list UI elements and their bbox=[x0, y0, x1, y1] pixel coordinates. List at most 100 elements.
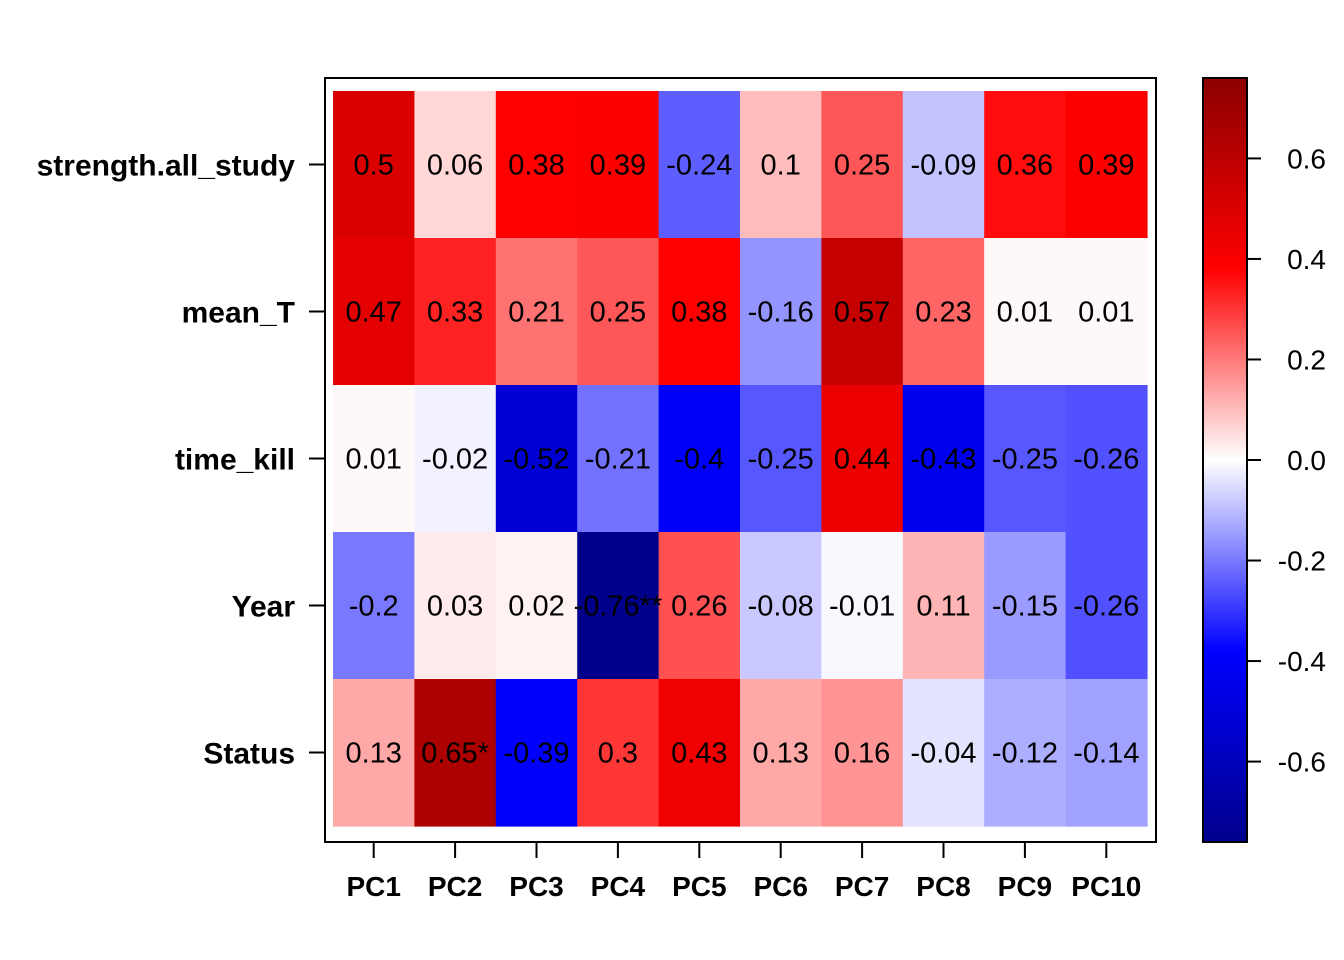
cell-label-time-kill-pc1: 0.01 bbox=[345, 444, 401, 476]
heatmap-cell-year-pc7 bbox=[821, 532, 904, 680]
cell-label-year-pc5: 0.26 bbox=[671, 591, 727, 623]
heatmap-cell-time-kill-pc5 bbox=[658, 385, 741, 533]
cell-label-year-pc6: -0.08 bbox=[748, 591, 814, 623]
heatmap-cell-status-pc1 bbox=[333, 679, 415, 827]
x-tick-label-pc5: PC5 bbox=[672, 871, 726, 902]
heatmap-cell-time-kill-pc3 bbox=[495, 385, 578, 533]
cell-label-year-pc2: 0.03 bbox=[427, 591, 483, 623]
cell-label-status-pc1: 0.13 bbox=[345, 738, 401, 770]
heatmap-cell-mean-t-pc10 bbox=[1065, 238, 1148, 386]
x-tick-label-pc4: PC4 bbox=[591, 871, 646, 902]
cell-label-time-kill-pc9: -0.25 bbox=[992, 444, 1058, 476]
heatmap-cell-strength-all-study-pc4 bbox=[577, 91, 660, 239]
cell-label-status-pc7: 0.16 bbox=[834, 738, 890, 770]
heatmap-cell-mean-t-pc9 bbox=[984, 238, 1067, 386]
heatmap-cell-year-pc8 bbox=[902, 532, 985, 680]
plot-frame bbox=[324, 77, 1157, 843]
heatmap-cell-strength-all-study-pc9 bbox=[984, 91, 1067, 239]
x-tick-label-pc8: PC8 bbox=[916, 871, 970, 902]
colorbar-tick-label-5: -0.4 bbox=[1278, 646, 1326, 677]
y-tick-label-mean-t: mean_T bbox=[182, 297, 295, 330]
cell-label-mean-t-pc6: -0.16 bbox=[748, 297, 814, 329]
heatmap-cell-status-pc6 bbox=[740, 679, 822, 827]
colorbar: 0.6 0.4 0.2 0.0 -0.2 -0.4 -0.6 bbox=[1202, 77, 1326, 843]
cell-label-mean-t-pc5: 0.38 bbox=[671, 297, 727, 329]
heatmap-cell-time-kill-pc7 bbox=[821, 385, 904, 533]
heatmap-cell-year-pc3 bbox=[495, 532, 578, 680]
heatmap-cell-year-pc10 bbox=[1065, 532, 1148, 680]
colorbar-tick-label-6: -0.6 bbox=[1278, 747, 1326, 778]
cell-label-mean-t-pc9: 0.01 bbox=[997, 297, 1053, 329]
cell-label-time-kill-pc3: -0.52 bbox=[503, 444, 569, 476]
heatmap-cell-time-kill-pc9 bbox=[984, 385, 1067, 533]
cell-label-time-kill-pc10: -0.26 bbox=[1073, 444, 1139, 476]
heatmap-cell-year-pc9 bbox=[984, 532, 1067, 680]
cell-label-time-kill-pc5: -0.4 bbox=[674, 444, 724, 476]
cell-label-time-kill-pc2: -0.02 bbox=[422, 444, 488, 476]
cell-label-status-pc4: 0.3 bbox=[598, 738, 638, 770]
heatmap-cell-mean-t-pc4 bbox=[577, 238, 660, 386]
heatmap-cell-strength-all-study-pc7 bbox=[821, 91, 904, 239]
heatmap-cell-time-kill-pc4 bbox=[577, 385, 660, 533]
cell-label-year-pc3: 0.02 bbox=[508, 591, 564, 623]
colorbar-tick-label-2: 0.2 bbox=[1287, 344, 1326, 375]
colorbar-tick-label-4: -0.2 bbox=[1278, 546, 1326, 577]
colorbar-tick-label-1: 0.4 bbox=[1287, 244, 1326, 275]
y-tick-label-time-kill: time_kill bbox=[175, 444, 295, 477]
cell-label-strength-all-study-pc9: 0.36 bbox=[997, 150, 1053, 182]
heatmap-cell-year-pc4 bbox=[577, 532, 660, 680]
heatmap-cell-year-pc2 bbox=[414, 532, 497, 680]
y-axis: strength.all_study mean_T time_kill Year Sta… bbox=[37, 150, 325, 771]
cell-label-year-pc10: -0.26 bbox=[1073, 591, 1139, 623]
heatmap-cell-status-pc10 bbox=[1065, 679, 1148, 827]
x-tick-label-pc6: PC6 bbox=[753, 871, 807, 902]
cell-label-mean-t-pc1: 0.47 bbox=[345, 297, 401, 329]
heatmap-cell-status-pc3 bbox=[495, 679, 578, 827]
heatmap-cell-mean-t-pc1 bbox=[333, 238, 415, 386]
colorbar-tick-label-3: 0.0 bbox=[1287, 445, 1326, 476]
heatmap-cell-mean-t-pc6 bbox=[740, 238, 822, 386]
heatmap-cell-status-pc2 bbox=[414, 679, 497, 827]
cell-label-status-pc10: -0.14 bbox=[1073, 738, 1139, 770]
y-tick-label-strength-all-study: strength.all_study bbox=[37, 150, 296, 183]
heatmap-cell-time-kill-pc6 bbox=[740, 385, 822, 533]
cell-label-time-kill-pc7: 0.44 bbox=[834, 444, 890, 476]
cell-label-strength-all-study-pc7: 0.25 bbox=[834, 150, 890, 182]
heatmap-cell-year-pc6 bbox=[740, 532, 822, 680]
cell-label-mean-t-pc8: 0.23 bbox=[915, 297, 971, 329]
cell-label-status-pc2: 0.65* bbox=[421, 738, 489, 770]
cell-label-mean-t-pc2: 0.33 bbox=[427, 297, 483, 329]
cell-label-strength-all-study-pc1: 0.5 bbox=[354, 150, 394, 182]
heatmap-cell-strength-all-study-pc8 bbox=[902, 91, 985, 239]
cell-label-status-pc8: -0.04 bbox=[910, 738, 976, 770]
heatmap-cell-strength-all-study-pc3 bbox=[495, 91, 578, 239]
cell-label-time-kill-pc6: -0.25 bbox=[748, 444, 814, 476]
heatmap-cell-strength-all-study-pc5 bbox=[658, 91, 741, 239]
cell-label-year-pc8: 0.11 bbox=[916, 591, 970, 623]
cell-label-strength-all-study-pc3: 0.38 bbox=[508, 150, 564, 182]
heatmap-cell-strength-all-study-pc1 bbox=[333, 91, 415, 239]
cell-label-status-pc3: -0.39 bbox=[503, 738, 569, 770]
heatmap-cell-status-pc9 bbox=[984, 679, 1067, 827]
x-tick-label-pc3: PC3 bbox=[509, 871, 563, 902]
cell-label-strength-all-study-pc8: -0.09 bbox=[910, 150, 976, 182]
cell-label-mean-t-pc4: 0.25 bbox=[590, 297, 646, 329]
cell-label-mean-t-pc3: 0.21 bbox=[508, 297, 564, 329]
heatmap-cell-mean-t-pc8 bbox=[902, 238, 985, 386]
heatmap-cell-mean-t-pc2 bbox=[414, 238, 497, 386]
heatmap-cell-status-pc5 bbox=[658, 679, 741, 827]
cell-label-status-pc5: 0.43 bbox=[671, 738, 727, 770]
cell-label-mean-t-pc10: 0.01 bbox=[1078, 297, 1134, 329]
cell-label-year-pc7: -0.01 bbox=[829, 591, 895, 623]
x-tick-label-pc2: PC2 bbox=[428, 871, 482, 902]
heatmap-cell-status-pc7 bbox=[821, 679, 904, 827]
cell-label-year-pc1: -0.2 bbox=[349, 591, 399, 623]
heatmap-cell-time-kill-pc8 bbox=[902, 385, 985, 533]
cell-label-time-kill-pc4: -0.21 bbox=[585, 444, 651, 476]
x-axis: PC1 PC2 PC3 PC4 PC5 PC6 PC7 PC8 PC9 PC10 bbox=[346, 842, 1141, 902]
colorbar-gradient bbox=[1202, 77, 1248, 843]
x-tick-label-pc7: PC7 bbox=[835, 871, 889, 902]
colorbar-tick-label-0: 0.6 bbox=[1287, 143, 1326, 174]
heatmap-cell-status-pc8 bbox=[902, 679, 985, 827]
